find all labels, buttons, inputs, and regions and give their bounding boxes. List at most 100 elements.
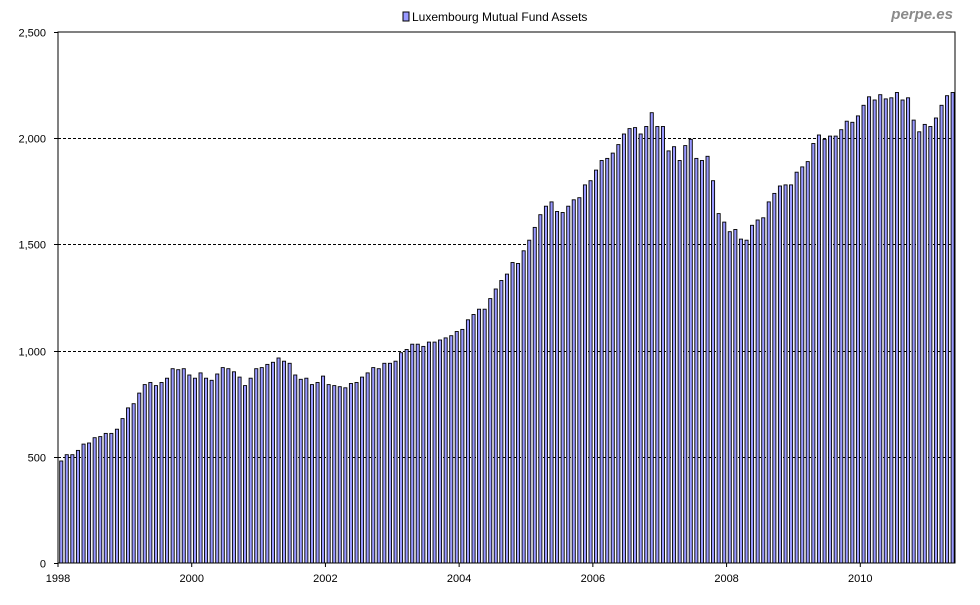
x-tick-label: 2000 <box>179 573 203 585</box>
bar <box>649 112 654 564</box>
bar <box>438 339 443 564</box>
bar <box>722 221 727 564</box>
x-tick-label: 2008 <box>714 573 738 585</box>
bar <box>376 368 381 564</box>
bar <box>527 239 532 564</box>
bar <box>410 343 415 564</box>
bar <box>504 273 509 564</box>
x-tick-label: 2010 <box>848 573 872 585</box>
bar <box>711 180 716 564</box>
bar <box>738 238 743 564</box>
bar <box>204 377 209 564</box>
bar <box>220 367 225 564</box>
bar <box>98 436 103 564</box>
bar <box>282 360 287 564</box>
bar <box>382 362 387 564</box>
bar <box>348 383 353 564</box>
bar <box>404 349 409 564</box>
bar <box>727 231 732 564</box>
bar <box>449 335 454 564</box>
bar <box>566 205 571 564</box>
bar <box>616 144 621 564</box>
bar <box>922 123 927 564</box>
legend-swatch <box>402 11 410 22</box>
bar <box>677 160 682 564</box>
bar <box>460 328 465 564</box>
bar <box>588 180 593 564</box>
y-tick-label: 1,500 <box>18 240 46 252</box>
bar <box>516 263 521 564</box>
bar <box>482 308 487 564</box>
bar <box>800 166 805 564</box>
x-tick-label: 1998 <box>46 573 70 585</box>
bar <box>666 150 671 564</box>
bar <box>87 442 92 564</box>
bar <box>454 331 459 564</box>
bar <box>399 352 404 564</box>
legend: Luxembourg Mutual Fund Assets <box>402 10 587 24</box>
bar <box>872 99 877 564</box>
bar <box>103 432 108 564</box>
bar <box>878 94 883 564</box>
bar <box>582 184 587 564</box>
bar <box>371 367 376 564</box>
bar <box>477 308 482 564</box>
bar <box>822 138 827 564</box>
bar <box>844 120 849 564</box>
bar <box>215 373 220 564</box>
bar <box>321 375 326 564</box>
y-tick-label: 500 <box>28 453 46 465</box>
bar <box>170 368 175 564</box>
bar <box>594 169 599 564</box>
bar <box>159 382 164 564</box>
bar <box>610 152 615 564</box>
bar <box>883 98 888 564</box>
bar <box>939 104 944 564</box>
bar <box>226 368 231 564</box>
bar <box>393 360 398 564</box>
bar <box>365 372 370 564</box>
bar <box>237 376 242 564</box>
bar <box>638 133 643 564</box>
bar <box>644 126 649 564</box>
plot-frame <box>57 31 956 564</box>
bar <box>789 184 794 564</box>
bar <box>421 345 426 564</box>
bar <box>142 384 147 564</box>
bar <box>855 115 860 564</box>
bar <box>805 161 810 564</box>
bar <box>777 185 782 564</box>
bar <box>493 288 498 564</box>
bar <box>443 337 448 564</box>
y-tick-label: 2,000 <box>18 134 46 146</box>
bar <box>828 135 833 564</box>
bar <box>75 449 80 564</box>
bar <box>354 382 359 564</box>
bar <box>298 378 303 564</box>
legend-label: Luxembourg Mutual Fund Assets <box>412 10 587 24</box>
bar <box>254 368 259 564</box>
bar <box>549 201 554 564</box>
bar <box>900 99 905 564</box>
bar <box>488 298 493 564</box>
bar <box>432 341 437 564</box>
bar <box>92 437 97 564</box>
bar <box>794 171 799 564</box>
bar <box>555 211 560 564</box>
bar <box>605 157 610 564</box>
bar <box>945 95 950 564</box>
x-tick-label: 2004 <box>447 573 471 585</box>
x-tick-label: 2006 <box>581 573 605 585</box>
bar <box>783 184 788 564</box>
bar <box>176 369 181 564</box>
bar <box>243 385 248 564</box>
bar <box>343 387 348 564</box>
bar <box>209 379 214 564</box>
bar <box>538 214 543 564</box>
bar <box>120 418 125 564</box>
bar <box>337 386 342 564</box>
bar <box>672 146 677 564</box>
bar <box>889 97 894 564</box>
bar <box>733 229 738 564</box>
bar <box>577 197 582 564</box>
